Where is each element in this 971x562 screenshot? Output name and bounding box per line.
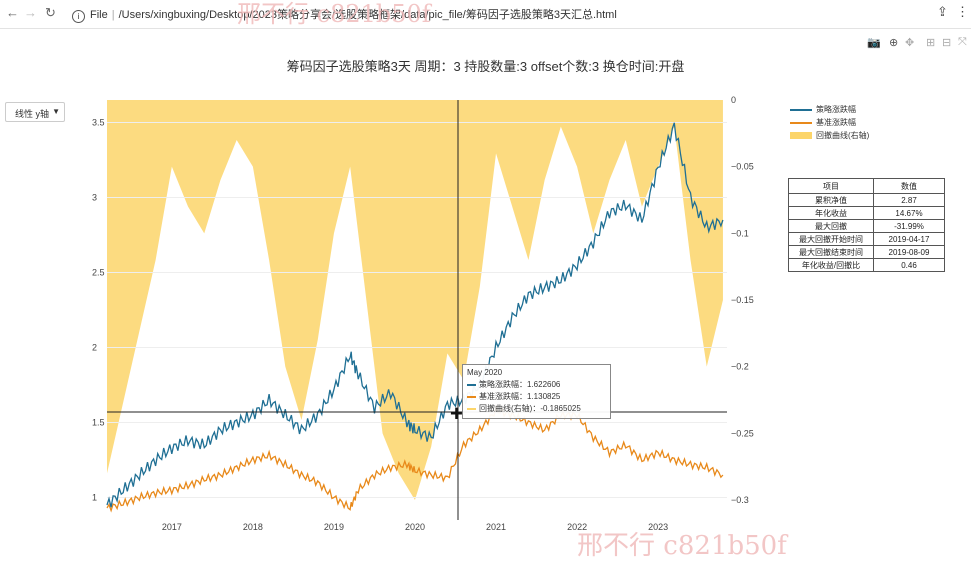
x-tick-label: 2018 bbox=[243, 522, 263, 532]
strategy-line bbox=[106, 122, 724, 508]
address-label: File bbox=[90, 9, 108, 21]
zoom-in-icon[interactable]: ⊞ bbox=[926, 37, 936, 49]
x-tick-label: 2022 bbox=[567, 522, 587, 532]
forward-arrow-icon[interactable]: → bbox=[24, 5, 37, 20]
table-row: 最大回撤结束时间 2019-08-09 bbox=[788, 245, 945, 259]
reload-icon[interactable]: ↻ bbox=[45, 5, 56, 20]
yaxis-select-label: 线性 y轴 bbox=[15, 109, 50, 119]
x-tick-label: 2023 bbox=[648, 522, 668, 532]
y-right-tick-label: −0.05 bbox=[731, 162, 754, 172]
stats-table: 项目 数值 累积净值 2.87 年化收益 14.67% 最大回撤 -31.99% 最大回… bbox=[788, 178, 945, 272]
crosshair-cursor-icon: + bbox=[450, 401, 463, 426]
browser-toolbar: ← → ↻ i File |/Users/xingbuxing/Desktop/20… bbox=[0, 0, 971, 29]
table-row: 年化收益/回撤比 0.46 bbox=[788, 258, 945, 272]
share-icon[interactable]: ⇪ bbox=[937, 4, 948, 19]
address-url: /Users/xingbuxing/Desktop/2023策略分享会/选股策略… bbox=[118, 9, 617, 21]
tooltip-row-benchmark: 基准涨跌幅：1.130825 bbox=[467, 391, 606, 403]
series-lines-layer bbox=[106, 122, 724, 513]
y-right-tick-label: −0.15 bbox=[731, 295, 754, 305]
autoscale-icon[interactable]: ⤧ bbox=[958, 36, 967, 48]
drawdown-area bbox=[107, 100, 723, 500]
hover-tooltip: May 2020 策略涨跌幅：1.622606 基准涨跌幅：1.130825 回… bbox=[462, 364, 611, 419]
chart-title: 筹码因子选股策略3天 周期：3 持股数量:3 offset个数:3 换仓时间:开… bbox=[286, 59, 685, 74]
y-right-tick-label: −0.1 bbox=[731, 228, 749, 238]
watermark-bottom: 邢不行 c821b50f bbox=[577, 531, 787, 561]
y-left-tick-label: 2 bbox=[92, 343, 97, 353]
table-row: 累积净值 2.87 bbox=[788, 193, 945, 207]
address-bar[interactable]: i File |/Users/xingbuxing/Desktop/2023策略分享… bbox=[72, 6, 617, 23]
legend-item-drawdown[interactable]: 回撤曲线(右轴) bbox=[790, 129, 869, 142]
x-tick-label: 2017 bbox=[162, 522, 182, 532]
crosshair-layer bbox=[107, 100, 727, 520]
table-row: 最大回撤 -31.99% bbox=[788, 219, 945, 233]
menu-icon[interactable]: ⋮ bbox=[956, 4, 969, 19]
zoom-icon[interactable]: ⊕ bbox=[889, 37, 899, 49]
yaxis-scale-select[interactable]: 线性 y轴 ▼ bbox=[5, 102, 65, 122]
x-tick-label: 2019 bbox=[324, 522, 344, 532]
y-left-tick-label: 2.5 bbox=[92, 268, 105, 278]
y-left-tick-label: 3 bbox=[92, 193, 97, 203]
dropdown-arrow-icon: ▼ bbox=[52, 107, 60, 116]
tooltip-row-strategy: 策略涨跌幅：1.622606 bbox=[467, 379, 606, 391]
grid-layer bbox=[107, 122, 727, 498]
tick-labels-layer: 1 1.5 2 2.5 3 3.5 0 −0.05 −0.1 −0.15 −0.2 −0.25 −0.3… bbox=[92, 95, 754, 532]
back-arrow-icon[interactable]: ← bbox=[6, 5, 19, 20]
x-tick-label: 2020 bbox=[405, 522, 425, 532]
legend: 策略涨跌幅 基准涨跌幅 回撤曲线(右轴) bbox=[790, 103, 869, 142]
tooltip-date: May 2020 bbox=[467, 368, 503, 377]
drawdown-area-layer bbox=[107, 100, 723, 500]
pan-icon[interactable]: ✥ bbox=[905, 37, 915, 49]
table-row: 最大回撤开始时间 2019-04-17 bbox=[788, 232, 945, 246]
zoom-out-icon[interactable]: ⊟ bbox=[942, 37, 952, 49]
table-row: 年化收益 14.67% bbox=[788, 206, 945, 220]
y-right-tick-label: −0.2 bbox=[731, 362, 749, 372]
tooltip-row-drawdown: 回撤曲线(右轴)：-0.1865025 bbox=[467, 403, 606, 415]
y-left-tick-label: 1.5 bbox=[92, 418, 105, 428]
stats-header-row: 项目 数值 bbox=[788, 178, 945, 194]
legend-item-strategy[interactable]: 策略涨跌幅 bbox=[790, 103, 869, 116]
y-right-tick-label: −0.25 bbox=[731, 428, 754, 438]
y-right-tick-label: −0.3 bbox=[731, 495, 749, 505]
y-left-tick-label: 1 bbox=[92, 493, 97, 503]
info-icon[interactable]: i bbox=[72, 10, 85, 23]
camera-icon[interactable]: 📷 bbox=[867, 37, 881, 49]
y-right-tick-label: 0 bbox=[731, 95, 736, 105]
benchmark-line bbox=[106, 404, 724, 513]
watermark-top: 邢不行 c821b50f bbox=[237, 0, 431, 28]
x-tick-label: 2021 bbox=[486, 522, 506, 532]
y-left-tick-label: 3.5 bbox=[92, 118, 105, 128]
legend-item-benchmark[interactable]: 基准涨跌幅 bbox=[790, 116, 869, 129]
